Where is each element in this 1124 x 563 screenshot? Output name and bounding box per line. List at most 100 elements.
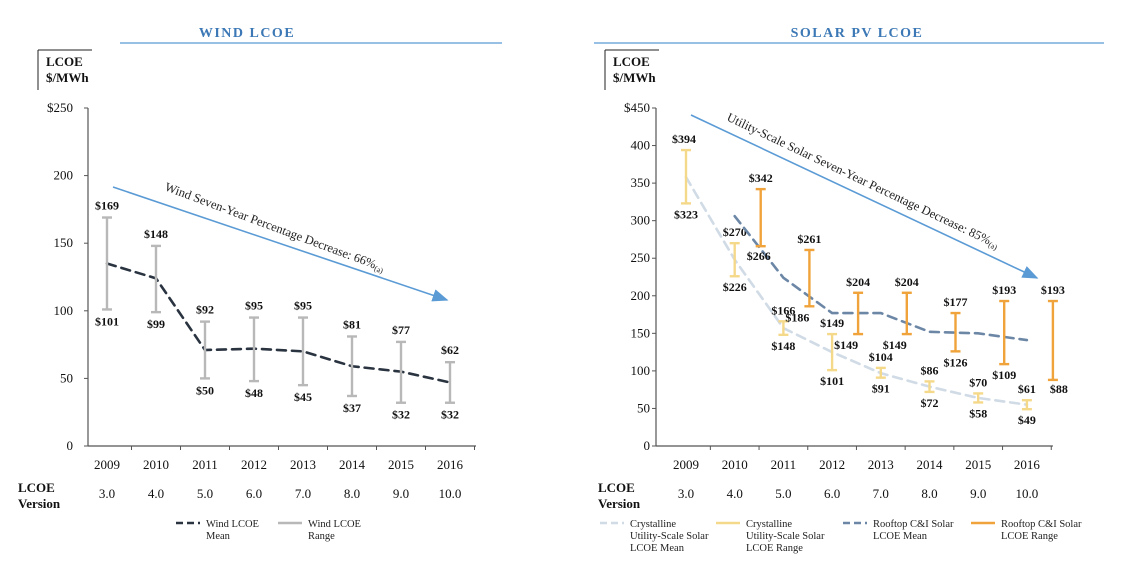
data-label-low: $91 [872,382,890,396]
version-label: 6.0 [246,486,262,501]
y-tick-label: 200 [631,288,651,303]
data-label-low: $88 [1050,382,1068,396]
data-label-high: $81 [343,317,361,331]
legend-label: LCOE Mean [873,531,928,542]
version-label: 7.0 [295,486,311,501]
data-label-low: $101 [820,374,844,388]
legend-label: LCOE Range [1001,531,1058,542]
legend-label: Wind LCOE [308,519,361,530]
y-tick-label: 150 [54,235,74,250]
version-label: 10.0 [439,486,462,501]
data-label-low: $72 [921,396,939,410]
data-label-high: $394 [672,132,696,146]
data-label-high: $261 [797,232,821,246]
x-tick-label: 2016 [437,457,464,472]
data-label-high: $204 [895,275,919,289]
data-label-low: $148 [771,339,795,353]
y-tick-label: $450 [624,100,650,115]
legend-label: LCOE Range [746,543,803,554]
version-label: 8.0 [344,486,360,501]
data-label-high: $70 [969,375,987,389]
trend-arrow [691,115,1037,278]
x-tick-label: 2011 [192,457,218,472]
data-label-low: $49 [1018,413,1036,427]
legend-label: Range [308,531,335,542]
y-tick-label: 150 [631,325,651,340]
trend-annotation: Wind Seven-Year Percentage Decrease: 66%… [163,180,387,276]
y-axis-label: $/MWh [613,70,656,85]
version-row-label: Version [18,496,61,511]
y-tick-label: 350 [631,175,651,190]
version-label: 5.0 [197,486,213,501]
data-label-low: $109 [992,368,1016,382]
wind-lcoe-chart: WIND LCOELCOE$/MWh050100150200$25020093.… [18,26,502,542]
data-label-low: $126 [944,355,968,369]
data-label-high: $86 [921,363,939,377]
y-tick-label: 200 [54,168,74,183]
data-label-low: $32 [441,408,459,422]
x-tick-label: 2010 [143,457,169,472]
version-label: 3.0 [678,486,694,501]
solar-pv-lcoe-chart: SOLAR PV LCOELCOE$/MWh050100150200250300… [594,26,1104,554]
legend-label: Utility-Scale Solar [746,531,825,542]
x-tick-label: 2014 [917,457,944,472]
x-tick-label: 2014 [339,457,366,472]
y-tick-label: 0 [67,438,74,453]
data-label-high: $77 [392,323,410,337]
x-tick-label: 2012 [241,457,267,472]
data-label-low: $58 [969,406,987,420]
version-row-label: Version [598,496,641,511]
x-tick-label: 2016 [1014,457,1041,472]
legend-label: Utility-Scale Solar [630,531,709,542]
y-tick-label: 100 [54,303,74,318]
legend-label: Wind LCOE [206,519,259,530]
data-label-high: $177 [944,295,968,309]
version-label: 9.0 [970,486,986,501]
y-axis-label: LCOE [613,54,650,69]
version-label: 4.0 [148,486,164,501]
y-tick-label: 50 [60,370,73,385]
version-row-label: LCOE [598,480,635,495]
trend-annotation-note: (a) [987,240,999,252]
data-label-low: $226 [723,280,747,294]
version-label: 4.0 [727,486,743,501]
data-label-low: $37 [343,401,361,415]
data-label-low: $50 [196,383,214,397]
y-axis-label: $/MWh [46,70,89,85]
y-tick-label: 100 [631,363,651,378]
y-tick-label: 250 [631,250,651,265]
data-label-low: $266 [747,249,771,263]
x-tick-label: 2013 [290,457,316,472]
version-label: 6.0 [824,486,840,501]
data-label-high: $193 [992,283,1016,297]
x-tick-label: 2013 [868,457,894,472]
chart-title: WIND LCOE [199,26,295,41]
data-label-high: $95 [294,299,312,313]
x-tick-label: 2015 [965,457,991,472]
data-label-high: $95 [245,299,263,313]
legend-label: Crystalline [630,519,676,530]
x-tick-label: 2012 [819,457,845,472]
legend-label: Rooftop C&I Solar [873,519,954,530]
data-label-high: $148 [144,227,168,241]
legend-label: LCOE Mean [630,543,685,554]
data-label-low: $323 [674,207,698,221]
y-tick-label: 300 [631,213,651,228]
data-label-low: $101 [95,314,119,328]
data-label-low: $149 [883,338,907,352]
x-tick-label: 2009 [673,457,699,472]
version-label: 3.0 [99,486,115,501]
data-label-low: $48 [245,386,263,400]
x-tick-label: 2015 [388,457,414,472]
version-label: 9.0 [393,486,409,501]
y-tick-label: 50 [637,400,650,415]
x-tick-label: 2010 [722,457,748,472]
data-label-low: $32 [392,408,410,422]
